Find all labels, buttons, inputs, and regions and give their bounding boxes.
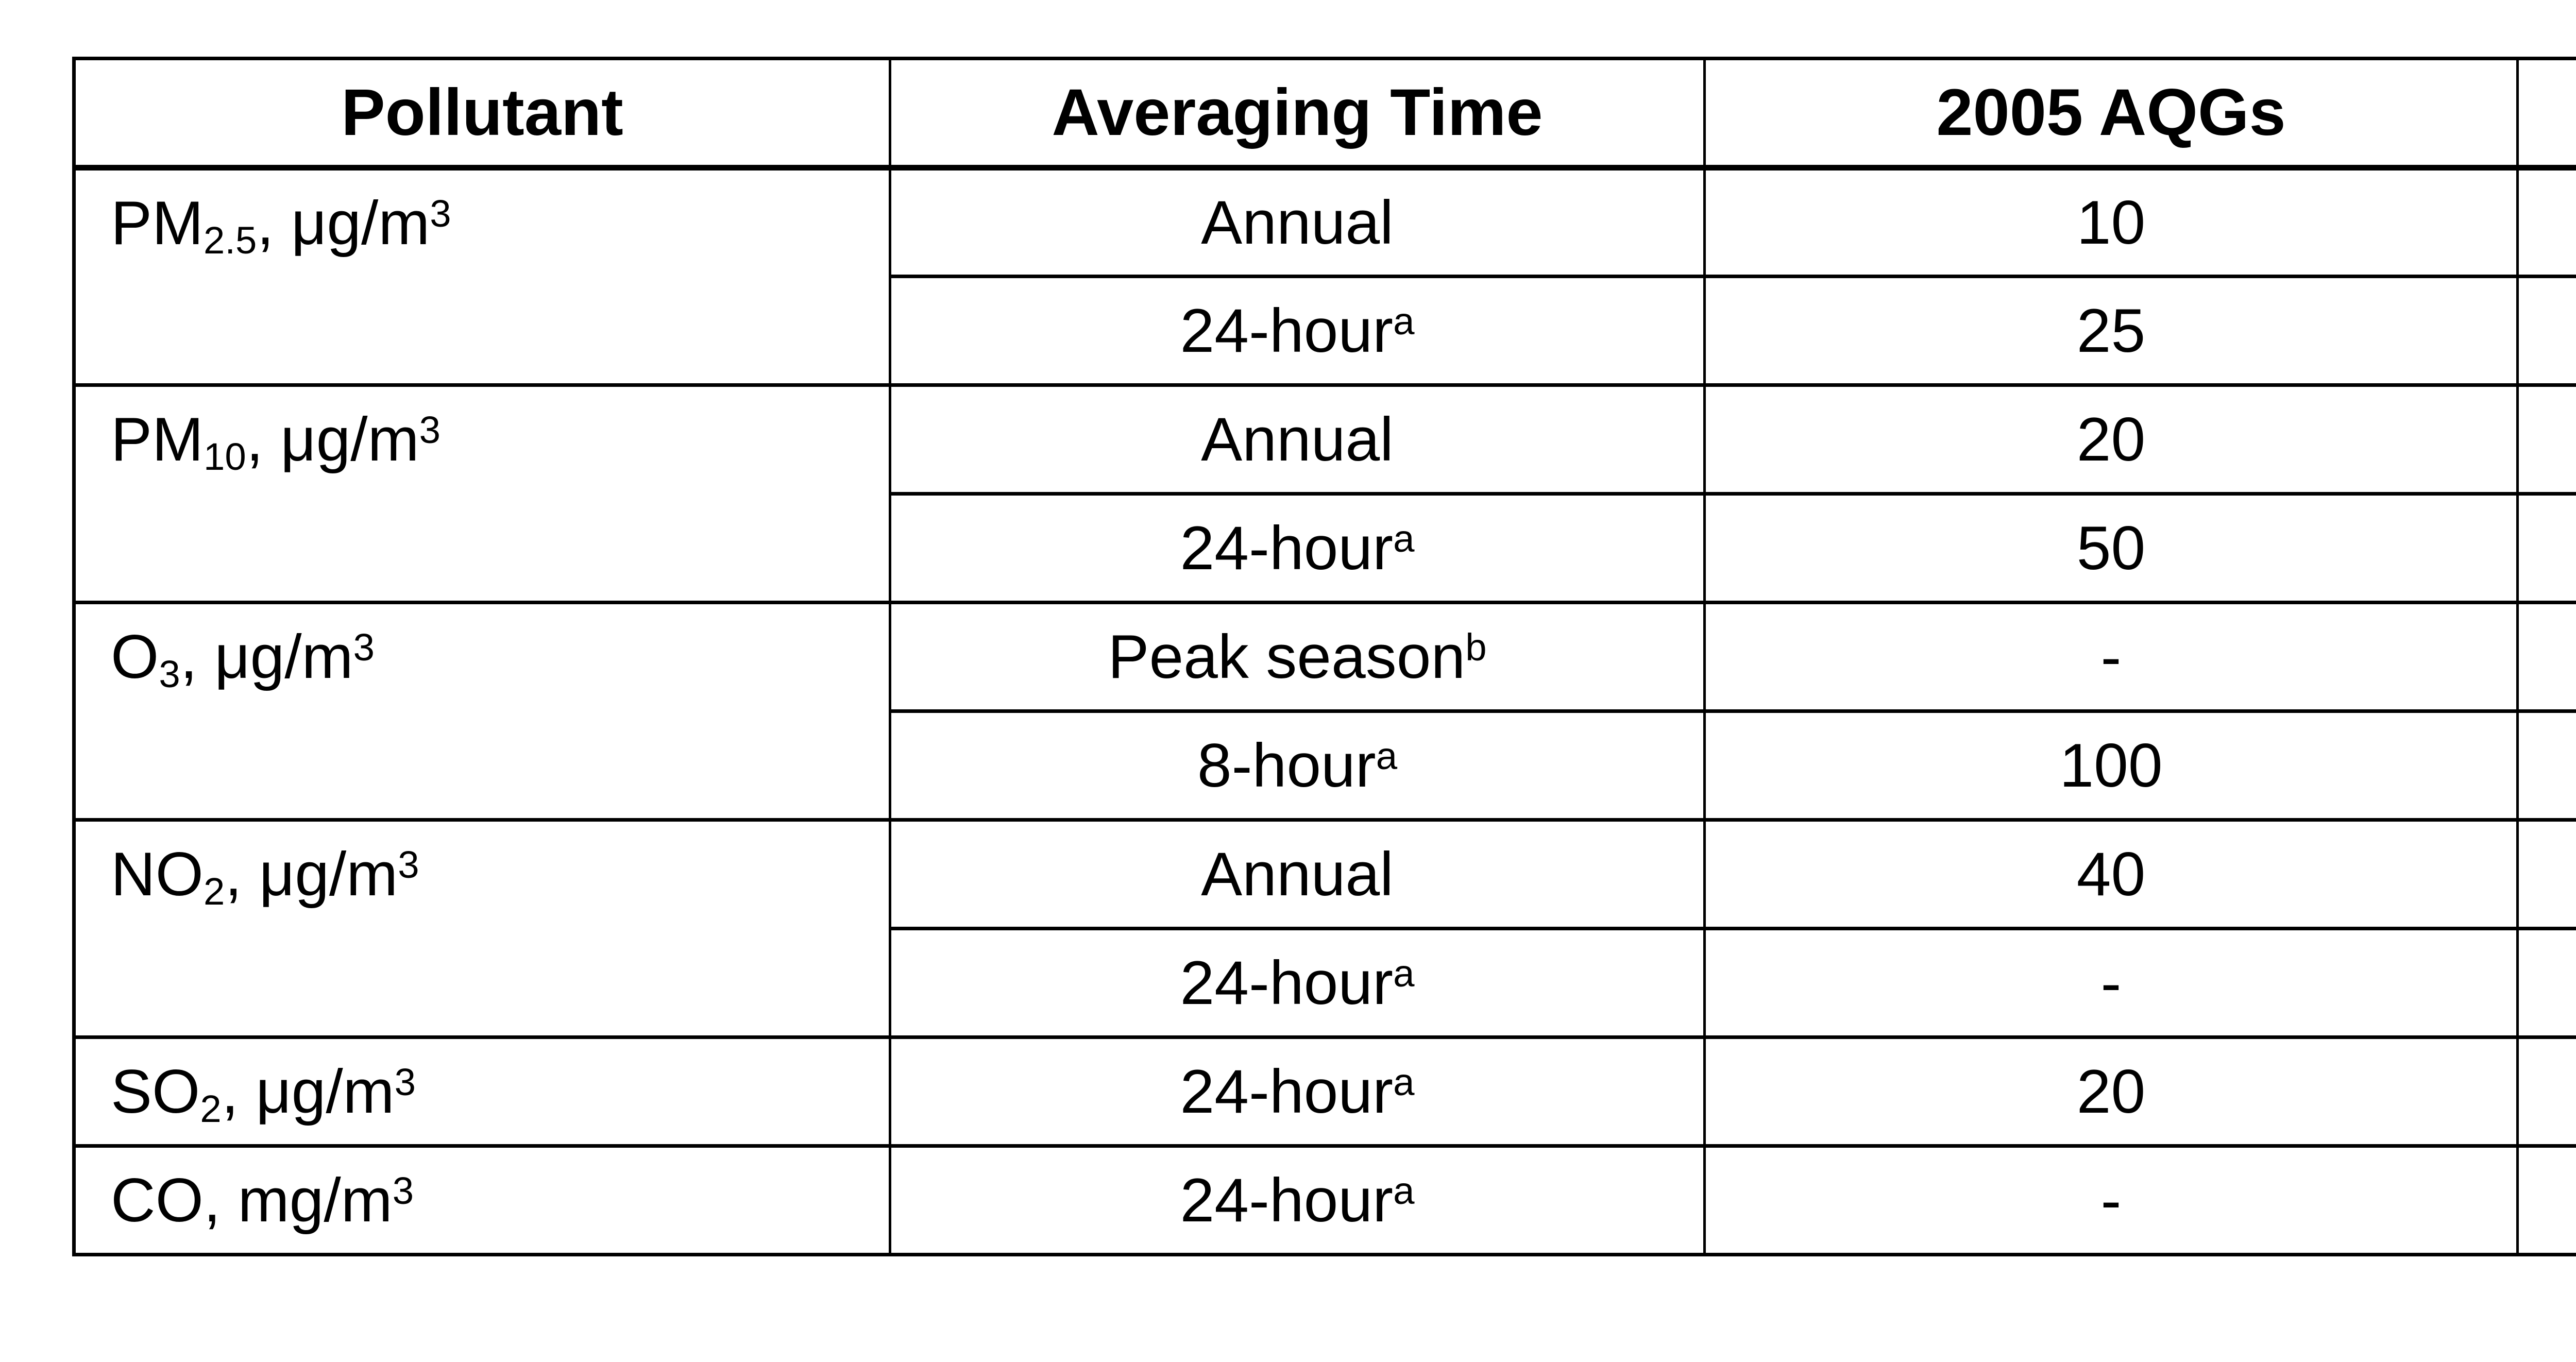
averaging-time-label: 24-hour — [1180, 514, 1394, 583]
averaging-time-label: Peak season — [1108, 622, 1466, 691]
averaging-time-label: Annual — [1201, 840, 1394, 909]
footnote-marker: a — [1393, 951, 1415, 995]
unit-exponent: 3 — [419, 408, 440, 451]
aqg-2021-cell: 40 — [2516, 1035, 2576, 1148]
aqg-2005-cell: 40 — [1703, 818, 2519, 930]
table-row: 24-houra 25 15 — [74, 275, 2576, 387]
col-header-2021-aqgs: 2021 AQGs — [2516, 57, 2576, 171]
footnote-marker: a — [1393, 517, 1415, 560]
pollutant-subscript: 10 — [204, 435, 246, 478]
pollutant-unit: , μg/m — [246, 405, 419, 474]
aqg-2021-cell: 100 — [2516, 709, 2576, 822]
pollutant-subscript: 3 — [159, 652, 180, 695]
pollutant-subscript: 2.5 — [204, 218, 257, 262]
averaging-time-label: 24-hour — [1180, 948, 1394, 1017]
footnote-marker: a — [1376, 734, 1398, 777]
table-row: O3, μg/m3 Peak seasonb - 60 — [73, 601, 2576, 822]
table-row: PM2.5, μg/m3 Annual 10 5 — [73, 166, 2576, 387]
averaging-time-cell: 24-houra — [889, 927, 1706, 1039]
pollutant-symbol: CO — [111, 1166, 204, 1235]
pollutant-cell: O3, μg/m3 — [73, 601, 891, 822]
averaging-time-label: Annual — [1201, 405, 1394, 474]
unit-exponent: 3 — [353, 625, 375, 669]
averaging-time-cell: 24-houra — [889, 275, 1706, 387]
pollutant-symbol: O — [111, 622, 159, 691]
unit-exponent: 3 — [392, 1169, 414, 1212]
aqg-2005-cell: 25 — [1703, 275, 2519, 387]
aqg-2005-cell: 20 — [1703, 1035, 2519, 1148]
averaging-time-label: 24-hour — [1180, 1057, 1394, 1126]
pollutant-cell: PM10, μg/m3 — [73, 383, 891, 604]
pollutant-cell: SO2, μg/m3 — [73, 1035, 891, 1148]
aqg-2021-cell: 5 — [2516, 166, 2576, 278]
aqg-2021-cell: 10 — [2516, 818, 2576, 930]
pollutant-cell: NO2, μg/m3 — [73, 818, 891, 1039]
col-header-averaging-time: Averaging Time — [889, 57, 1706, 171]
col-header-2005-aqgs: 2005 AQGs — [1703, 57, 2519, 171]
averaging-time-cell: Annual — [889, 166, 1706, 278]
footnote-marker: b — [1465, 625, 1487, 669]
pollutant-cell: CO, mg/m3 — [73, 1144, 891, 1256]
table-row: 24-houra - 25 — [74, 927, 2576, 1039]
pollutant-unit: , μg/m — [225, 840, 398, 909]
averaging-time-label: Annual — [1201, 188, 1394, 257]
table-row: SO2, μg/m3 24-houra 20 40 — [73, 1035, 2576, 1148]
aqg-2005-cell: 10 — [1703, 166, 2519, 278]
footnote-marker: a — [1393, 299, 1415, 343]
aqg-2021-cell: 15 — [2516, 275, 2576, 387]
table-row: PM10, μg/m3 Annual 20 15 — [73, 383, 2576, 604]
pollutant-symbol: SO — [111, 1057, 200, 1126]
averaging-time-cell: Annual — [889, 383, 1706, 496]
pollutant-subscript: 2 — [204, 870, 225, 913]
who-aqg-table: Pollutant Averaging Time 2005 AQGs 2021 … — [72, 57, 2576, 1256]
aqg-2021-cell: 25 — [2516, 927, 2576, 1039]
aqg-2005-cell: 100 — [1703, 709, 2519, 822]
table-row: NO2, μg/m3 Annual 40 10 — [73, 818, 2576, 1039]
averaging-time-cell: Peak seasonb — [889, 601, 1706, 713]
table-row: 24-houra 50 45 — [74, 492, 2576, 604]
unit-exponent: 3 — [394, 1060, 416, 1103]
averaging-time-label: 8-hour — [1197, 731, 1376, 800]
pollutant-unit: , mg/m — [204, 1166, 393, 1235]
averaging-time-cell: Annual — [889, 818, 1706, 930]
aqg-2005-cell: 20 — [1703, 383, 2519, 496]
aqg-2021-cell: 4 — [2516, 1144, 2576, 1256]
pollutant-cell: PM2.5, μg/m3 — [73, 166, 891, 387]
aqg-2005-cell: - — [1703, 927, 2519, 1039]
col-header-pollutant: Pollutant — [73, 57, 891, 171]
aqg-2021-cell: 45 — [2516, 492, 2576, 604]
averaging-time-label: 24-hour — [1180, 1166, 1394, 1235]
table-row: CO, mg/m3 24-houra - 4 — [73, 1144, 2576, 1256]
pollutant-unit: , μg/m — [180, 622, 353, 691]
aqg-2005-cell: - — [1703, 1144, 2519, 1256]
unit-exponent: 3 — [398, 843, 419, 886]
aqg-2021-cell: 60 — [2516, 601, 2576, 713]
pollutant-symbol: PM — [111, 405, 204, 474]
footnote-marker: a — [1393, 1060, 1415, 1103]
pollutant-subscript: 2 — [200, 1087, 222, 1130]
averaging-time-label: 24-hour — [1180, 296, 1394, 365]
aqg-2005-cell: - — [1703, 601, 2519, 713]
pollutant-symbol: PM — [111, 189, 204, 258]
pollutant-unit: , μg/m — [221, 1057, 395, 1126]
pollutant-unit: , μg/m — [257, 189, 430, 258]
averaging-time-cell: 24-houra — [889, 1144, 1706, 1256]
pollutant-symbol: NO — [111, 840, 204, 909]
footnote-marker: a — [1393, 1169, 1415, 1212]
averaging-time-cell: 8-houra — [889, 709, 1706, 822]
averaging-time-cell: 24-houra — [889, 492, 1706, 604]
table-row: 8-houra 100 100 — [74, 709, 2576, 822]
unit-exponent: 3 — [430, 192, 451, 235]
header-row: Pollutant Averaging Time 2005 AQGs 2021 … — [73, 57, 2576, 171]
aqg-2005-cell: 50 — [1703, 492, 2519, 604]
averaging-time-cell: 24-houra — [889, 1035, 1706, 1148]
aqg-2021-cell: 15 — [2516, 383, 2576, 496]
